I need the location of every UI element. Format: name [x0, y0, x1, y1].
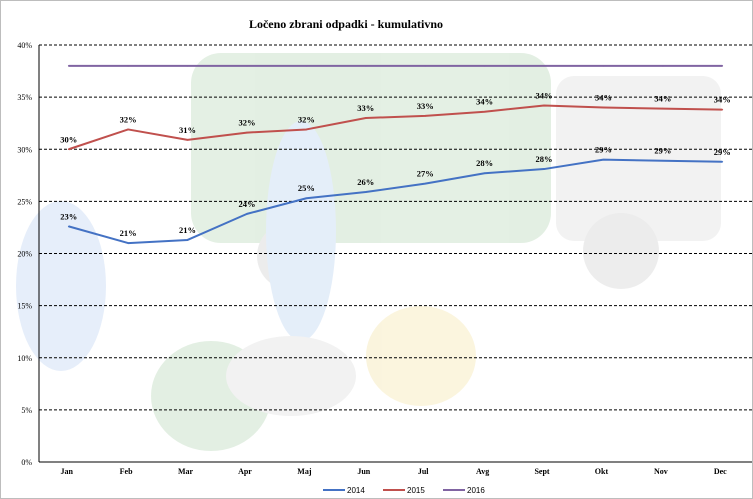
data-label-2015: 34% [654, 94, 671, 104]
series-line-2015 [68, 104, 723, 151]
data-point-2014 [543, 168, 545, 170]
data-point-2016 [543, 65, 545, 67]
data-point-2014 [662, 159, 664, 162]
data-point-2014 [424, 182, 427, 185]
x-axis: Jan Feb Mar Apr Maj Jun Jul Avg Sept Okt Nov Dec [60, 467, 727, 476]
data-label-2014: 26% [357, 177, 374, 187]
data-point-2016 [424, 65, 427, 67]
data-point-2016 [364, 65, 367, 67]
x-tick-label: Nov [654, 467, 668, 476]
data-point-2014 [246, 213, 248, 215]
data-point-2014 [186, 239, 189, 241]
x-tick-label: Avg [476, 467, 489, 476]
y-tick-label: 20% [17, 250, 32, 259]
y-tick-label: 35% [17, 93, 32, 102]
x-tick-label: Dec [714, 467, 727, 476]
x-tick-label: Maj [297, 467, 312, 476]
x-tick-label: Jun [357, 467, 370, 476]
data-point-2014 [305, 197, 308, 200]
x-tick-label: Apr [238, 467, 252, 476]
data-label-2015: 33% [357, 103, 374, 113]
legend-item-2015: 2015 [383, 486, 425, 495]
y-tick-label: 15% [17, 302, 32, 311]
data-point-2014 [127, 242, 129, 244]
data-point-2015 [67, 148, 70, 151]
data-point-2015 [424, 115, 427, 117]
data-labels: 23% 21% 21% 24% 25% 26% 27% 28% 28% 29% 29% 29% 30% 3… [60, 90, 731, 238]
x-tick-label: Jul [418, 467, 429, 476]
data-point-2015 [246, 131, 248, 134]
data-label-2015: 34% [476, 97, 493, 107]
x-tick-label: Okt [595, 467, 609, 476]
y-tick-label: 40% [17, 41, 32, 50]
data-label-2015: 32% [298, 114, 315, 124]
series-line-2014 [68, 158, 723, 245]
data-label-2015: 33% [417, 101, 434, 111]
data-label-2014: 23% [60, 211, 77, 221]
data-label-2015: 30% [60, 134, 77, 144]
data-point-2016 [67, 65, 70, 67]
data-point-2015 [602, 106, 605, 109]
y-tick-label: 30% [17, 145, 32, 154]
data-point-2016 [662, 65, 664, 67]
data-point-2016 [305, 65, 308, 67]
data-point-2016 [602, 65, 605, 67]
y-tick-label: 10% [17, 354, 32, 363]
legend-label: 2015 [407, 486, 425, 495]
data-label-2015: 32% [120, 114, 137, 124]
data-point-2015 [662, 107, 664, 110]
data-label-2014: 29% [714, 147, 731, 157]
data-point-2016 [246, 65, 248, 67]
data-point-2015 [483, 110, 486, 113]
data-point-2014 [67, 225, 70, 228]
data-label-2014: 28% [476, 158, 493, 168]
data-label-2014: 29% [595, 145, 612, 155]
chart-title: Ločeno zbrani odpadki - kumulativno [249, 17, 443, 31]
data-point-2015 [127, 128, 129, 131]
data-point-2015 [543, 104, 545, 107]
data-point-2016 [127, 65, 129, 67]
x-tick-label: Jan [60, 467, 73, 476]
x-tick-label: Feb [120, 467, 133, 476]
data-point-2015 [305, 128, 308, 131]
data-label-2015: 34% [595, 93, 612, 103]
data-label-2014: 21% [179, 225, 196, 235]
data-point-2016 [483, 65, 486, 67]
y-tick-label: 25% [17, 197, 32, 206]
data-label-2014: 24% [238, 199, 255, 209]
legend-label: 2014 [347, 486, 365, 495]
series-lines [67, 64, 724, 245]
data-label-2014: 27% [417, 169, 434, 179]
data-point-2014 [483, 172, 486, 175]
data-point-2014 [602, 158, 605, 161]
data-label-2014: 21% [120, 228, 137, 238]
data-point-2016 [186, 65, 189, 67]
legend: 2014 2015 2016 [323, 486, 485, 495]
data-label-2015: 32% [238, 118, 255, 128]
legend-item-2014: 2014 [323, 486, 365, 495]
data-label-2015: 31% [179, 125, 196, 135]
data-label-2014: 25% [298, 183, 315, 193]
data-point-2015 [186, 139, 189, 141]
data-label-2014: 29% [654, 146, 671, 156]
gridlines [39, 44, 752, 463]
data-point-2014 [721, 160, 724, 163]
x-tick-label: Mar [178, 467, 194, 476]
data-point-2015 [721, 108, 724, 111]
legend-label: 2016 [467, 486, 485, 495]
data-label-2015: 34% [536, 90, 553, 100]
y-tick-label: 5% [21, 406, 32, 415]
y-axis: 0% 5% 10% 15% 20% 25% 30% 35% 40% [17, 41, 40, 467]
data-point-2016 [721, 65, 724, 67]
data-label-2014: 28% [536, 154, 553, 164]
x-tick-label: Sept [534, 467, 549, 476]
data-point-2015 [364, 117, 367, 119]
data-point-2014 [364, 191, 367, 193]
background-truck-illustration [16, 53, 721, 451]
data-label-2015: 34% [714, 95, 731, 105]
legend-item-2016: 2016 [443, 486, 485, 495]
y-tick-label: 0% [21, 458, 32, 467]
